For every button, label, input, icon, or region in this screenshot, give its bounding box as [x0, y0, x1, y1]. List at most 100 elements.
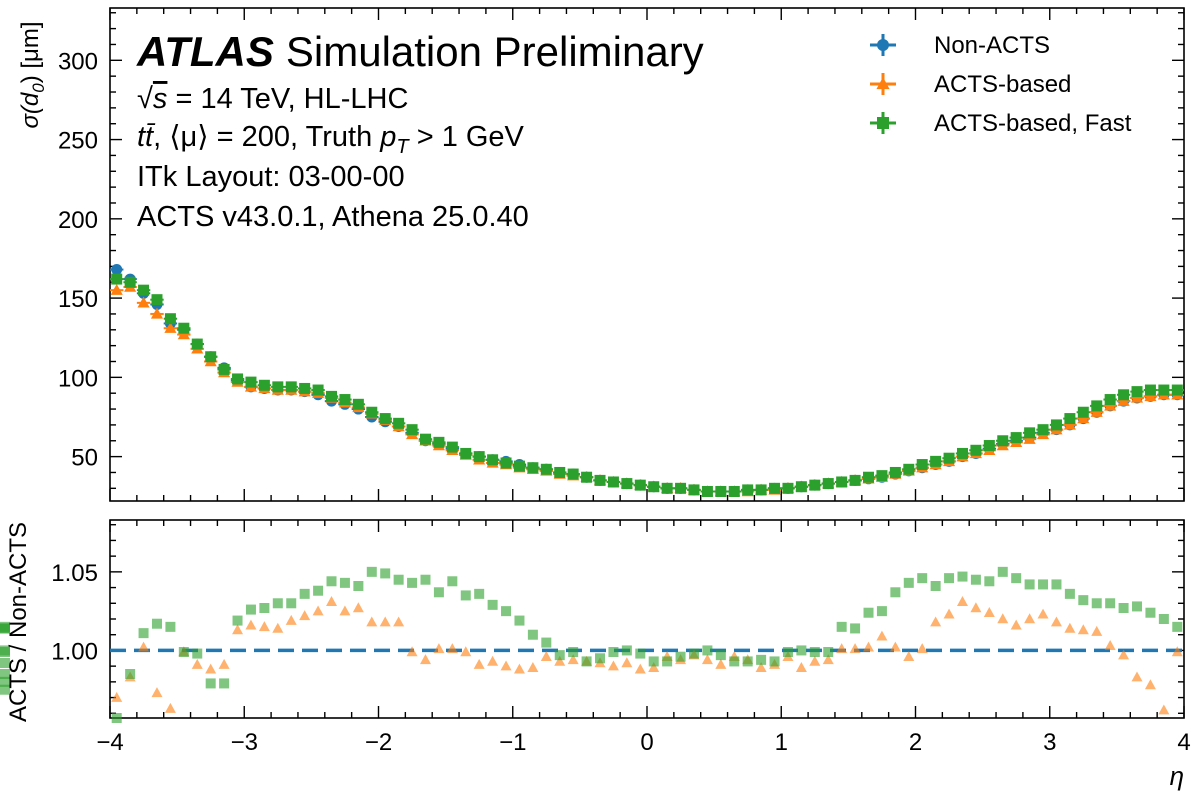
ratio-point — [151, 687, 163, 698]
ratio-point — [984, 576, 995, 587]
data-point — [943, 452, 955, 464]
legend-entry: ACTS-based, Fast — [870, 110, 1132, 137]
ratio-point — [1118, 603, 1129, 613]
ratio-point — [0, 658, 10, 668]
x-tick-label: −2 — [365, 729, 392, 756]
data-point — [688, 484, 700, 496]
ratio-point — [795, 662, 807, 672]
data-point — [809, 479, 821, 491]
ratio-point — [1104, 640, 1116, 650]
ratio-point — [1037, 608, 1049, 619]
data-point — [769, 482, 781, 494]
data-point — [446, 441, 458, 453]
data-point — [110, 283, 123, 295]
ratio-point — [164, 702, 176, 713]
main-y-tick-label: 250 — [58, 128, 98, 155]
data-point — [863, 471, 875, 483]
data-point — [1144, 384, 1156, 396]
ratio-point — [1171, 646, 1183, 657]
data-point — [393, 417, 405, 429]
sample-label: tt̄, ⟨μ⟩ = 200, Truth pT > 1 GeV — [137, 121, 525, 158]
ratio-point — [997, 613, 1009, 624]
ratio-y-tick-label: 1.00 — [51, 638, 98, 665]
ratio-point — [1105, 598, 1116, 609]
ratio-series-acts-based — [111, 596, 1183, 715]
ratio-y-tick-label: 1.05 — [51, 560, 98, 587]
data-point — [1037, 424, 1049, 436]
ratio-point — [944, 573, 955, 584]
ratio-point — [850, 623, 861, 634]
data-point — [177, 328, 190, 340]
ratio-point — [111, 691, 123, 702]
ratio-point — [259, 603, 270, 613]
data-point — [258, 379, 270, 391]
ratio-point — [568, 647, 579, 657]
x-tick-label: 2 — [909, 729, 922, 756]
ratio-point — [514, 615, 525, 626]
legend-label: ACTS-based — [934, 71, 1071, 98]
ratio-point — [997, 566, 1008, 577]
ratio-point — [648, 662, 660, 672]
legend-marker — [877, 117, 889, 129]
data-point — [742, 484, 754, 496]
ratio-point — [433, 587, 444, 598]
data-point — [661, 482, 673, 494]
data-point — [1077, 406, 1089, 418]
ratio-point — [366, 566, 377, 577]
data-point — [151, 294, 163, 306]
ratio-point — [513, 663, 525, 674]
x-tick-label: 4 — [1177, 729, 1190, 756]
ratio-point — [581, 656, 592, 667]
ratio-point — [527, 629, 538, 640]
data-point — [1117, 394, 1130, 406]
energy-label: √s = 14 TeV, HL-LHC — [137, 83, 408, 115]
ratio-point — [339, 577, 350, 588]
legend-marker — [876, 77, 890, 90]
ratio-plot-markers — [0, 566, 1183, 723]
ratio-point — [474, 588, 485, 599]
ratio-point — [406, 646, 418, 657]
data-point — [795, 481, 807, 493]
ratio-point — [245, 619, 257, 630]
ratio-point — [165, 621, 176, 632]
ratio-point — [245, 604, 256, 615]
ratio-point — [232, 615, 243, 626]
ratio-point — [232, 624, 244, 635]
data-point — [500, 457, 512, 469]
data-point — [836, 476, 848, 488]
x-tick-label: 3 — [1043, 729, 1056, 756]
ratio-point — [473, 658, 485, 669]
data-point — [634, 479, 646, 491]
data-point — [782, 482, 794, 494]
data-point — [124, 276, 136, 288]
data-point — [513, 460, 525, 472]
ratio-point — [1131, 671, 1143, 682]
ratio-point — [219, 678, 230, 689]
data-point — [245, 376, 257, 388]
ratio-point — [930, 616, 942, 627]
ratio-point — [460, 590, 471, 601]
ratio-point — [1051, 579, 1062, 590]
ratio-point — [527, 662, 539, 672]
ratio-point — [621, 645, 632, 656]
ratio-point — [151, 618, 162, 629]
data-point — [876, 470, 888, 482]
ratio-point — [769, 656, 780, 667]
x-tick-label: −4 — [96, 729, 123, 756]
ratio-point — [849, 643, 861, 654]
ratio-point — [500, 660, 512, 671]
ratio-point — [729, 656, 740, 667]
legend: Non-ACTS ACTS-based ACTS-based, Fast — [870, 32, 1132, 137]
main-axis-ticks: 50 100 150 200 250 300 — [58, 8, 1185, 501]
data-point — [1131, 386, 1143, 398]
ratio-point — [1010, 619, 1022, 630]
data-point — [419, 433, 431, 445]
ratio-point — [648, 656, 659, 667]
ratio-point — [943, 608, 955, 619]
ratio-point — [608, 647, 619, 657]
data-point — [352, 398, 364, 410]
ratio-point — [956, 596, 968, 606]
ratio-point — [272, 622, 284, 633]
data-point — [473, 451, 485, 463]
data-point — [137, 296, 150, 308]
